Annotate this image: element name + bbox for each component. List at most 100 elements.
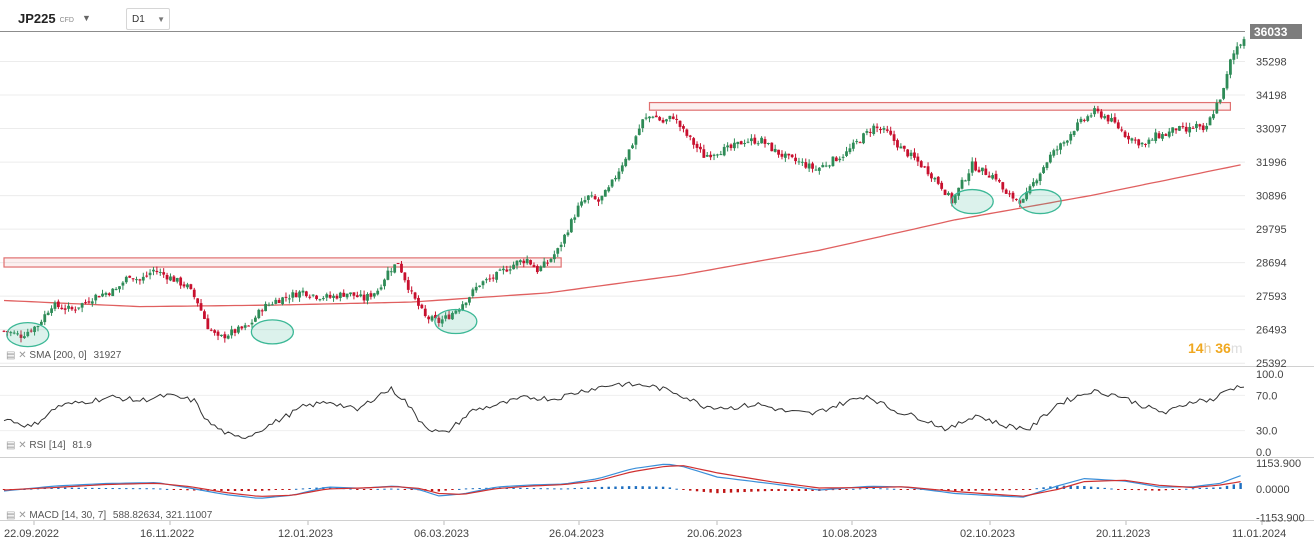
candle-body: [60, 307, 64, 310]
candle-body: [1144, 143, 1147, 145]
candle-body: [1103, 116, 1107, 119]
macd-histogram-bar: [349, 488, 352, 490]
close-icon[interactable]: ✕: [18, 510, 27, 521]
candle-body: [9, 332, 13, 334]
candle-body: [294, 292, 298, 298]
settings-icon[interactable]: ▤: [6, 440, 16, 451]
candle-body: [298, 291, 301, 298]
macd-histogram-bar: [1117, 489, 1120, 490]
candle-body: [413, 292, 417, 299]
candle-body: [141, 276, 145, 281]
candle-body: [875, 126, 879, 128]
candle-body: [763, 139, 767, 144]
candle-body: [16, 333, 19, 335]
candle-body: [226, 335, 230, 339]
candle-body: [53, 302, 57, 309]
macd-histogram-bar: [1076, 485, 1079, 489]
candle-body: [824, 165, 828, 167]
macd-histogram-bar: [784, 489, 787, 491]
chevron-down-icon[interactable]: ▼: [81, 13, 91, 23]
candle-body: [311, 294, 315, 296]
macd-histogram-bar: [1205, 487, 1208, 489]
candle-body: [376, 290, 380, 295]
main-grid: [0, 31, 1314, 521]
macd-histogram-bar: [559, 488, 563, 490]
candle-body: [237, 326, 240, 333]
candle-body: [991, 175, 995, 179]
macd-histogram-bar: [383, 488, 386, 490]
macd-histogram-bar: [57, 487, 60, 489]
price-tick-label: 26493: [1256, 325, 1287, 337]
candle-body: [447, 314, 451, 320]
macd-signal-line: [3, 465, 1241, 497]
highlight-ellipse: [950, 188, 994, 215]
macd-histogram-bar: [240, 489, 244, 491]
candle-body: [586, 195, 590, 200]
symbol-name: JP225: [18, 10, 56, 26]
candle-body: [984, 168, 988, 175]
macd-histogram-bar: [1123, 489, 1127, 490]
macd-tick-label: 1153.900: [1256, 458, 1301, 470]
candle-body: [532, 265, 536, 268]
candle-body: [1191, 127, 1195, 129]
time-tick-label: 06.03.2023: [414, 528, 469, 540]
candle-body: [454, 310, 458, 314]
macd-histogram-bar: [892, 488, 896, 490]
candle-body: [478, 285, 482, 287]
candle-body: [770, 142, 774, 152]
rsi-tick-label: 70.0: [1256, 390, 1277, 402]
candle-body: [1178, 126, 1181, 131]
candle-body: [831, 156, 835, 167]
macd-legend[interactable]: ▤ ✕ MACD [14, 30, 7] 588.82634, 321.1100…: [6, 510, 212, 521]
candle-body: [780, 153, 784, 157]
sma-line: [3, 164, 1241, 308]
candle-body: [889, 130, 893, 135]
candle-body: [858, 142, 862, 144]
macd-histogram-bar: [1130, 489, 1134, 490]
macd-histogram-bar: [512, 487, 515, 489]
candle-body: [471, 289, 475, 296]
macd-histogram-bar: [111, 488, 114, 490]
candle-body: [756, 143, 760, 145]
candle-body: [695, 143, 699, 148]
macd-histogram-bar: [390, 488, 393, 490]
candle-body: [930, 173, 933, 179]
candle-body: [318, 299, 322, 301]
candle-body: [790, 154, 794, 158]
rsi-legend[interactable]: ▤ ✕ RSI [14] 81.9: [6, 440, 92, 451]
settings-icon[interactable]: ▤: [6, 350, 16, 361]
candle-body: [417, 297, 420, 306]
candle-body: [420, 304, 424, 309]
macd-histogram-bar: [172, 489, 176, 490]
settings-icon[interactable]: ▤: [6, 510, 16, 521]
macd-histogram-bar: [396, 488, 400, 490]
macd-histogram-bar: [519, 487, 522, 489]
macd-histogram-bar: [288, 489, 291, 490]
price-tick-label: 34198: [1256, 90, 1287, 102]
candle-body: [546, 262, 549, 264]
macd-histogram-bar: [899, 489, 903, 490]
rsi-params: [14]: [48, 440, 66, 451]
macd-histogram-bar: [91, 487, 94, 489]
candle-body: [488, 278, 492, 280]
macd-histogram-bar: [743, 489, 746, 493]
sma-legend[interactable]: ▤ ✕ SMA [200, 0] 31927: [6, 350, 121, 361]
macd-histogram-bar: [967, 489, 971, 491]
candle-body: [131, 278, 135, 280]
chevron-down-icon[interactable]: ▼: [157, 14, 165, 24]
close-icon[interactable]: ✕: [18, 350, 27, 361]
timeframe-select[interactable]: D1 ▼: [126, 8, 170, 30]
candle-body: [349, 292, 352, 295]
candle-body: [345, 293, 349, 298]
macd-histogram-bar: [1151, 489, 1154, 491]
macd-histogram-bar: [1089, 486, 1093, 489]
candle-body: [624, 158, 628, 167]
close-icon[interactable]: ✕: [18, 440, 27, 451]
macd-histogram-bar: [464, 488, 468, 490]
candle-body: [430, 316, 434, 321]
candle-body: [423, 308, 427, 317]
symbol-selector[interactable]: JP225 CFD ▼: [18, 8, 91, 28]
candle-body: [1242, 39, 1246, 46]
time-tick-label: 22.09.2022: [4, 528, 59, 540]
